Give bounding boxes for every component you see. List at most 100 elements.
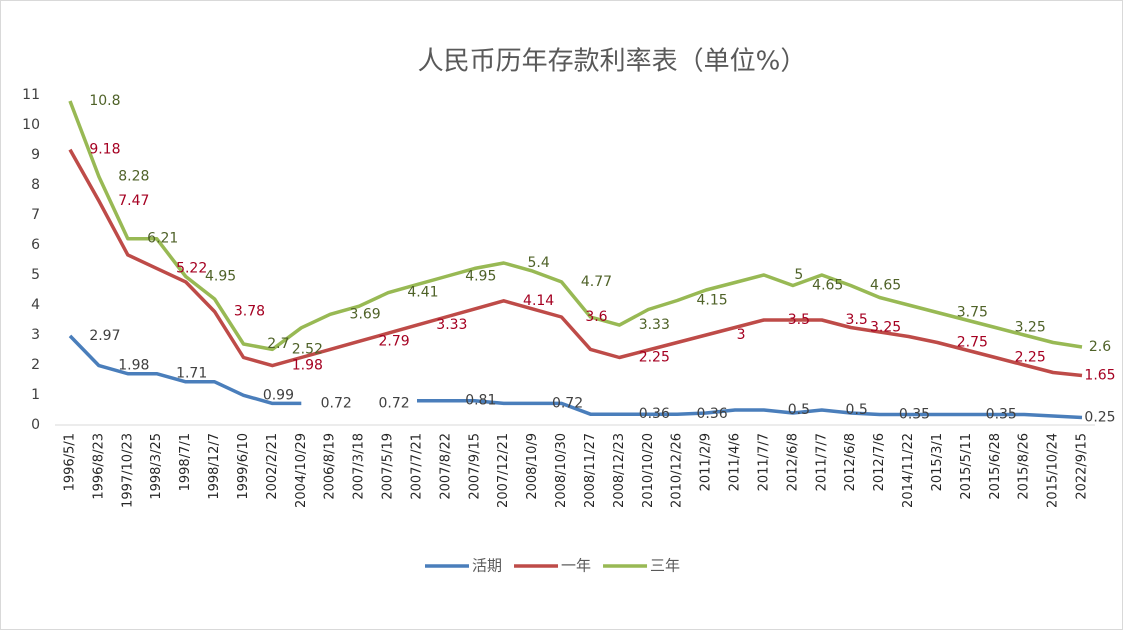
x-tick-label: 2011/2/9 <box>699 433 714 491</box>
chart-title: 人民币历年存款利率表（单位%） <box>418 47 807 77</box>
legend-label: 活期 <box>472 557 502 575</box>
data-label: 0.35 <box>986 407 1017 423</box>
x-tick-label: 2010/10/20 <box>641 433 656 508</box>
x-tick-label: 2008/10/30 <box>554 433 569 508</box>
data-label: 2.6 <box>1089 339 1111 355</box>
x-tick-label: 2015/5/11 <box>959 433 974 500</box>
x-tick-label: 1996/5/1 <box>63 433 78 491</box>
data-label: 3.33 <box>436 317 467 333</box>
x-tick-label: 2006/8/19 <box>323 433 338 500</box>
y-tick-label: 3 <box>31 327 40 343</box>
y-tick-label: 0 <box>31 417 40 433</box>
x-tick-label: 1998/7/1 <box>178 433 193 491</box>
x-tick-label: 2007/8/22 <box>438 433 453 500</box>
data-label: 0.5 <box>788 402 810 418</box>
data-label: 1.98 <box>118 358 149 374</box>
data-label: 5.22 <box>176 260 207 276</box>
x-tick-label: 2010/12/26 <box>670 433 685 508</box>
data-label: 4.65 <box>812 278 843 294</box>
x-tick-label: 2011/4/6 <box>728 433 743 491</box>
x-tick-label: 2002/2/21 <box>265 433 280 500</box>
y-tick-label: 2 <box>31 357 40 373</box>
data-label: 6.21 <box>147 231 178 247</box>
y-tick-label: 5 <box>31 267 40 283</box>
x-tick-label: 1999/6/10 <box>236 433 251 500</box>
data-label: 0.36 <box>697 406 728 422</box>
data-label: 4.41 <box>407 285 438 301</box>
x-tick-label: 2015/3/1 <box>930 433 945 491</box>
data-label: 2.7 <box>267 336 289 352</box>
data-label: 1.65 <box>1084 368 1115 384</box>
data-label: 1.71 <box>176 366 207 382</box>
data-label: 0.25 <box>1084 410 1115 426</box>
x-tick-label: 2004/10/29 <box>294 433 309 508</box>
x-tick-label: 1998/12/7 <box>207 433 222 500</box>
y-tick-label: 7 <box>31 207 40 223</box>
data-label: 3.69 <box>350 306 381 322</box>
data-label: 3.75 <box>957 305 988 321</box>
data-label: 2.97 <box>89 328 120 344</box>
data-label: 4.95 <box>205 269 236 285</box>
x-tick-label: 2015/8/26 <box>1017 433 1032 500</box>
y-tick-label: 6 <box>31 237 40 253</box>
x-tick-label: 2008/10/9 <box>525 433 540 500</box>
series-line <box>68 100 1083 352</box>
data-label: 0.72 <box>378 395 409 411</box>
x-tick-label: 2012/6/8 <box>843 433 858 491</box>
data-label: 10.8 <box>89 93 120 109</box>
data-label: 0.81 <box>465 393 496 409</box>
legend-label: 三年 <box>650 557 680 575</box>
x-tick-label: 2014/11/22 <box>901 433 916 508</box>
data-label: 0.36 <box>639 406 670 422</box>
x-tick-label: 2008/11/27 <box>583 433 598 508</box>
x-tick-label: 2015/10/24 <box>1046 433 1061 508</box>
x-tick-label: 2008/12/23 <box>612 433 627 508</box>
x-tick-label: 2007/12/21 <box>496 433 511 508</box>
data-label: 3.25 <box>870 320 901 336</box>
data-label: 2.25 <box>639 350 670 366</box>
x-tick-label: 1998/3/25 <box>149 433 164 500</box>
data-label: 4.14 <box>523 293 554 309</box>
y-tick-label: 4 <box>31 297 40 313</box>
legend-label: 一年 <box>561 557 591 575</box>
x-tick-label: 2007/9/15 <box>467 433 482 500</box>
y-tick-label: 8 <box>31 177 40 193</box>
data-label: 3.5 <box>846 312 868 328</box>
data-label: 1.98 <box>292 358 323 374</box>
data-label: 2.79 <box>378 333 409 349</box>
x-tick-label: 1997/10/23 <box>120 433 135 508</box>
data-label: 4.65 <box>870 278 901 294</box>
data-label: 2.25 <box>1015 350 1046 366</box>
data-label: 0.99 <box>263 387 294 403</box>
series-line <box>68 148 1083 378</box>
data-label: 0.35 <box>899 407 930 423</box>
data-label: 3.25 <box>1015 320 1046 336</box>
y-tick-label: 11 <box>22 87 40 103</box>
data-label: 4.15 <box>697 293 728 309</box>
data-label: 3 <box>737 327 746 343</box>
data-label: 5 <box>794 267 803 283</box>
data-label: 7.47 <box>118 193 149 209</box>
y-tick-label: 10 <box>22 117 40 133</box>
x-tick-label: 2015/6/28 <box>988 433 1003 500</box>
x-tick-label: 2007/3/18 <box>352 433 367 500</box>
x-tick-label: 2011/7/7 <box>756 433 771 491</box>
data-label: 4.77 <box>581 274 612 290</box>
data-label: 4.95 <box>465 269 496 285</box>
data-label: 2.75 <box>957 335 988 351</box>
y-tick-label: 9 <box>31 147 40 163</box>
y-tick-label: 1 <box>31 387 40 403</box>
x-tick-label: 2007/7/21 <box>409 433 424 500</box>
data-label: 5.4 <box>527 255 549 271</box>
series-line <box>68 334 1083 420</box>
x-tick-label: 2012/6/8 <box>785 433 800 491</box>
data-label: 8.28 <box>118 169 149 185</box>
x-tick-label: 2012/7/6 <box>872 433 887 491</box>
data-label: 3.33 <box>639 317 670 333</box>
data-label: 9.18 <box>89 142 120 158</box>
data-label: 2.52 <box>292 341 323 357</box>
x-tick-label: 1996/8/23 <box>91 433 106 500</box>
